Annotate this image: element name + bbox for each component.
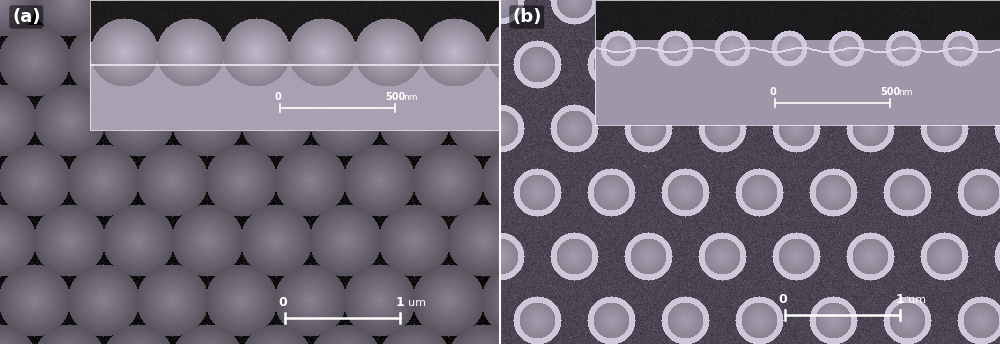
Text: 1: 1 xyxy=(896,293,904,306)
Bar xyxy=(595,0,1000,125)
Text: 0: 0 xyxy=(279,296,287,309)
Text: um: um xyxy=(408,298,426,308)
Text: 500: 500 xyxy=(880,87,900,97)
Text: (a): (a) xyxy=(12,8,40,26)
Text: 0: 0 xyxy=(275,92,281,102)
Text: um: um xyxy=(908,295,926,305)
Text: 0: 0 xyxy=(770,87,776,97)
Text: 500: 500 xyxy=(385,92,405,102)
Text: 0: 0 xyxy=(779,293,787,306)
Text: nm: nm xyxy=(403,93,418,102)
Bar xyxy=(90,0,500,130)
Text: 1: 1 xyxy=(396,296,404,309)
Text: nm: nm xyxy=(898,88,912,97)
Text: (b): (b) xyxy=(512,8,541,26)
